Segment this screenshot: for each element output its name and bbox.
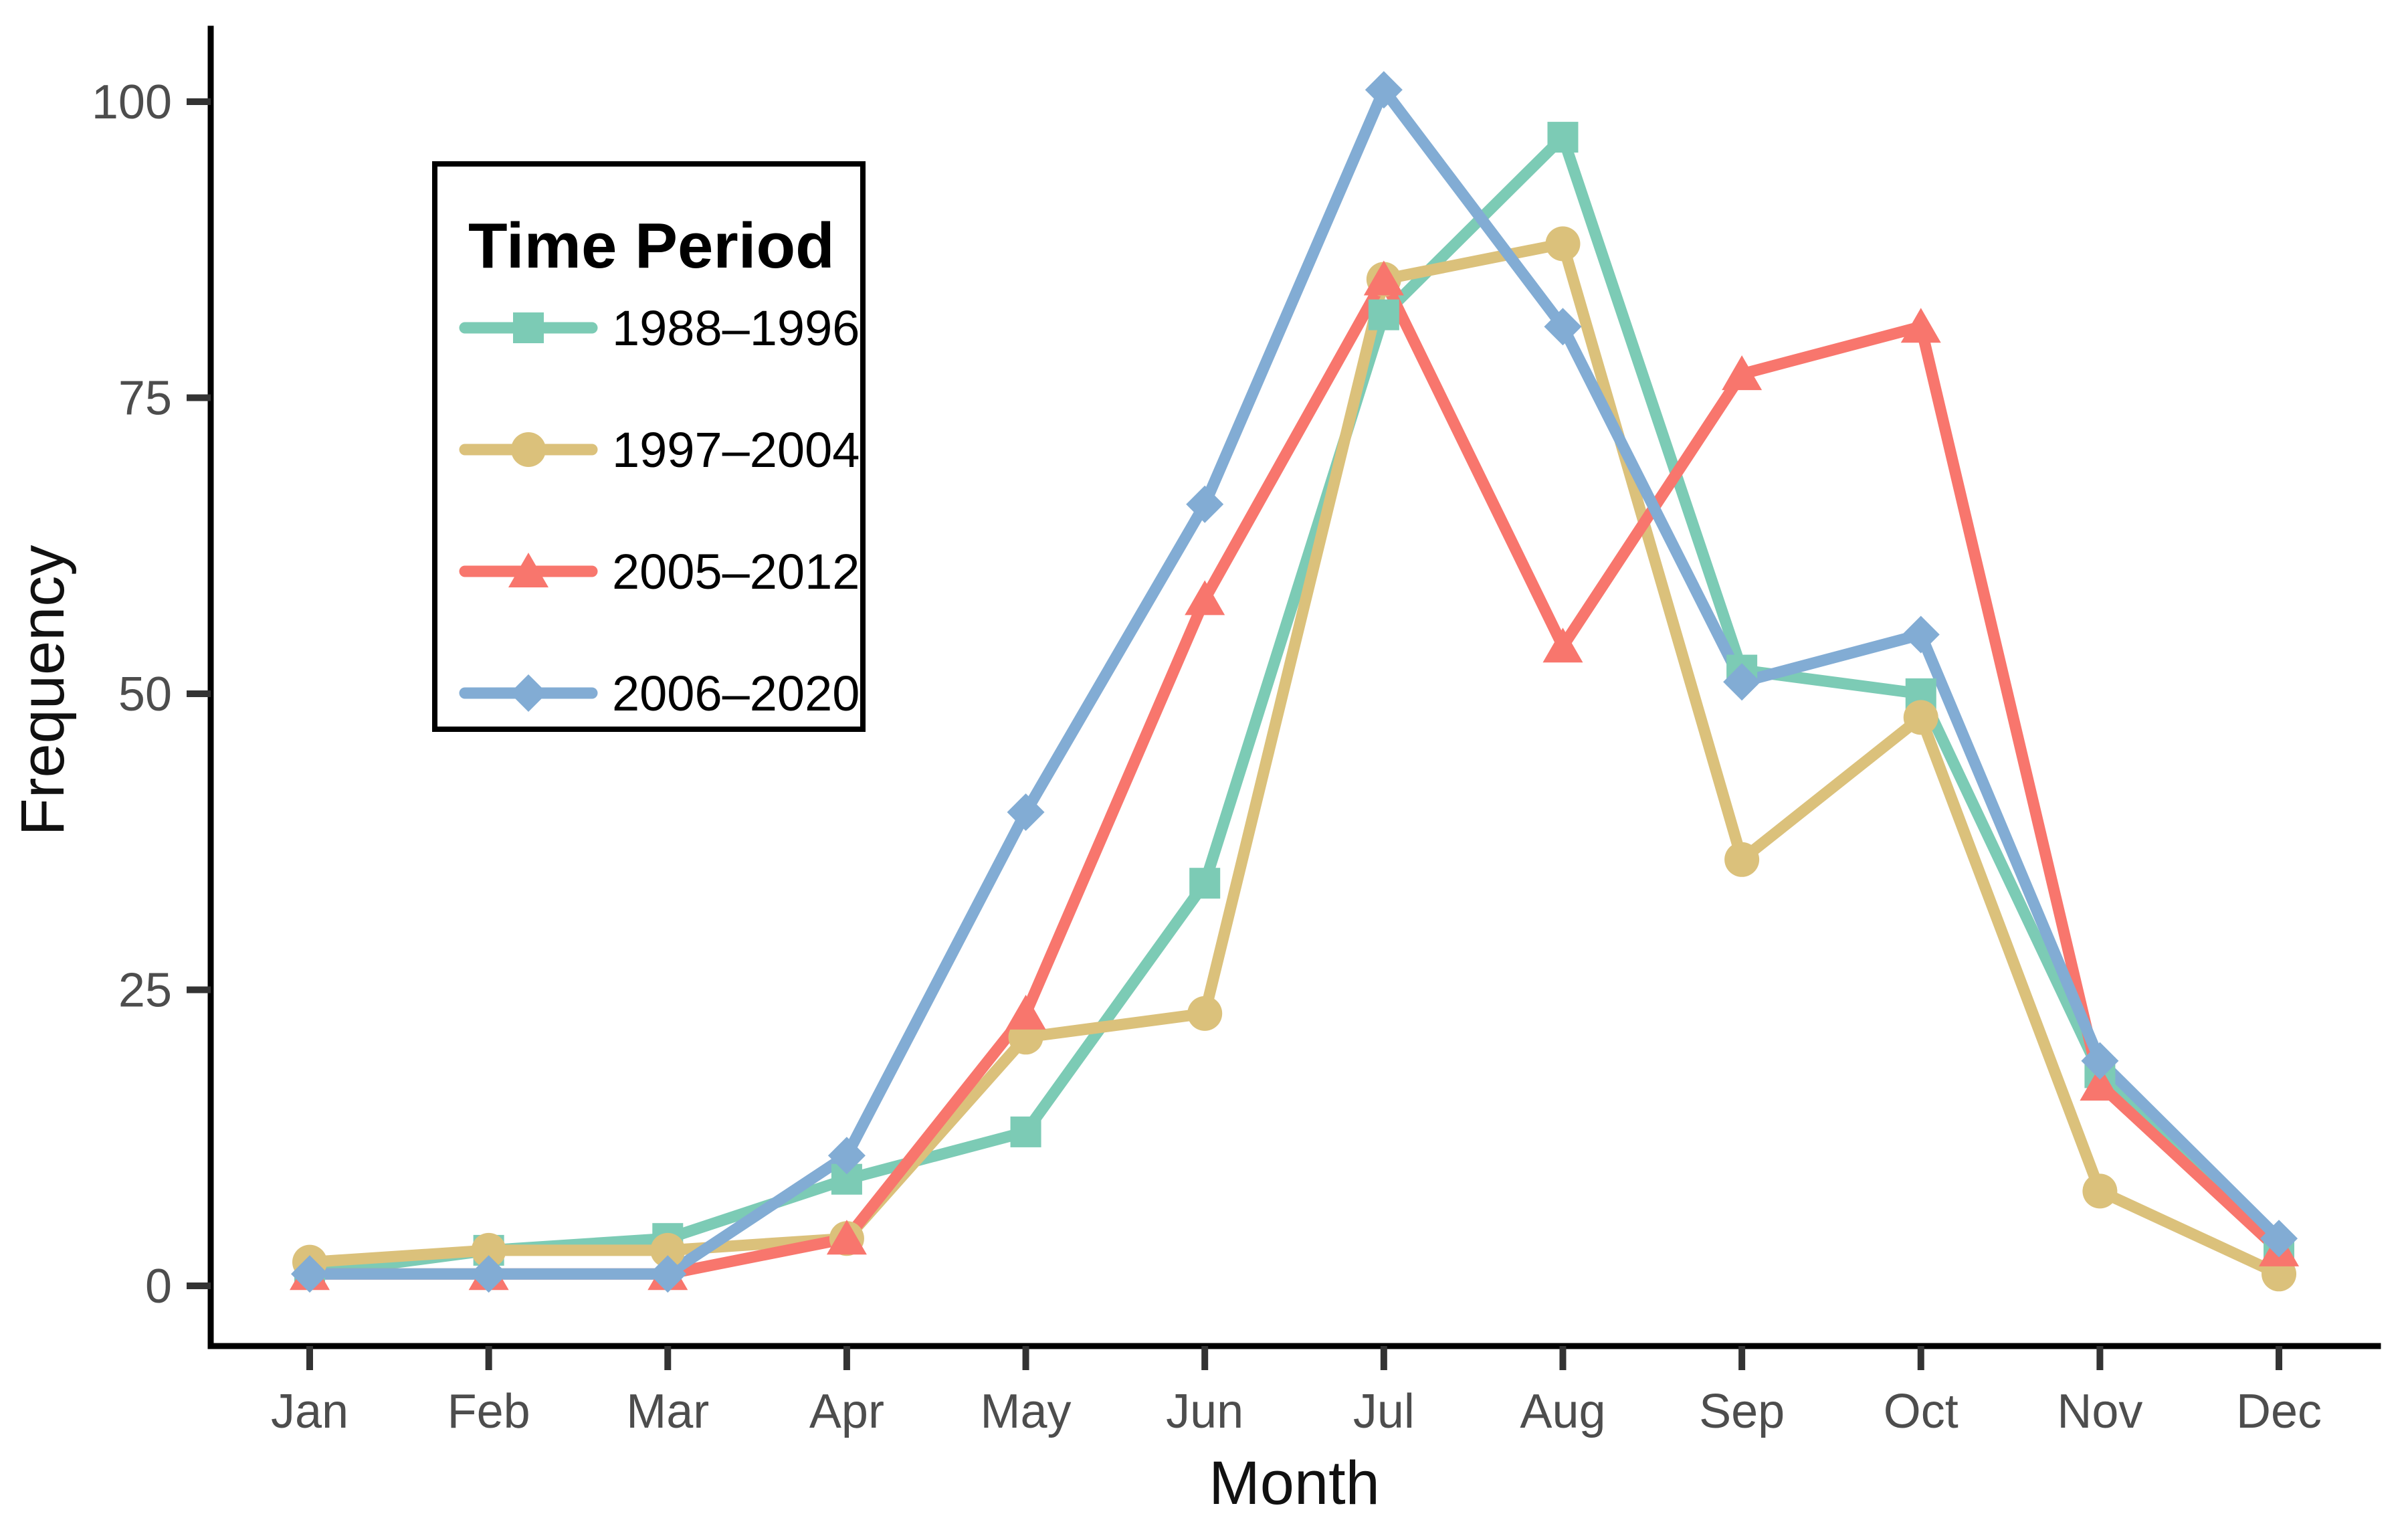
triangle-marker-2005-2012 [1005, 994, 1046, 1030]
diamond-marker-2006-2020 [649, 1255, 687, 1293]
x-tick-label: Dec [2236, 1385, 2322, 1438]
x-tick-label: Jan [271, 1385, 348, 1438]
diamond-marker-2006-2020 [470, 1255, 508, 1293]
circle-marker-1997-2004 [1724, 842, 1760, 877]
axis-lines [207, 25, 2381, 1349]
series-line-1997-2004 [304, 237, 2285, 1280]
y-axis-title: Frequency [9, 545, 77, 836]
triangle-marker-2005-2012 [1542, 628, 1583, 663]
x-axis-title: Month [1209, 1449, 1380, 1517]
chart-render-root: 0 25 50 75 100 Jan Feb Mar Apr May Jun Jul Aug Sep Oct… [92, 25, 2381, 1438]
series-line-1988-1996 [304, 131, 2285, 1280]
legend-title: Time Period [468, 210, 835, 282]
square-marker-1988-1996 [1368, 299, 1399, 330]
y-tick-label: 100 [92, 76, 172, 129]
legend-key-triangle-icon [508, 553, 548, 587]
x-tick-label: Aug [1520, 1385, 1605, 1438]
x-tick-label: Sep [1699, 1385, 1785, 1438]
x-tick-label: Jul [1353, 1385, 1415, 1438]
triangle-marker-2005-2012 [1722, 355, 1763, 391]
circle-marker-1997-2004 [2082, 1173, 2118, 1209]
x-tick-label: Nov [2057, 1385, 2142, 1438]
y-tick-label: 0 [145, 1260, 172, 1313]
triangle-marker-2005-2012 [826, 1220, 867, 1255]
diamond-marker-2006-2020 [1902, 615, 1940, 654]
legend-item-label: 2005–2012 [612, 544, 860, 599]
square-marker-1988-1996 [1547, 122, 1579, 153]
diamond-marker-2006-2020 [1007, 793, 1045, 831]
legend-item-label: 2006–2020 [612, 666, 860, 721]
triangle-marker-2005-2012 [2080, 1066, 2120, 1101]
triangle-marker-2005-2012 [1363, 260, 1404, 296]
x-tick-label: Feb [447, 1385, 530, 1438]
diamond-marker-2006-2020 [1365, 71, 1403, 109]
x-tick-label: Jun [1166, 1385, 1243, 1438]
diamond-marker-2006-2020 [827, 1137, 866, 1175]
triangle-marker-2005-2012 [1900, 308, 1941, 343]
diamond-marker-2006-2020 [2081, 1042, 2119, 1080]
square-marker-1988-1996 [1010, 1116, 1041, 1147]
circle-marker-1997-2004 [650, 1232, 686, 1268]
legend-item-label: 1988–1996 [612, 300, 860, 356]
circle-marker-1997-2004 [1187, 995, 1223, 1031]
x-tick-label: Apr [809, 1385, 884, 1438]
circle-marker-1997-2004 [1545, 226, 1581, 262]
circle-marker-1997-2004 [471, 1232, 506, 1268]
x-tick-label: May [981, 1385, 1072, 1438]
circle-marker-1997-2004 [1903, 700, 1938, 735]
y-tick-label: 50 [118, 668, 172, 721]
square-marker-1988-1996 [1189, 868, 1221, 899]
diamond-marker-2006-2020 [2260, 1220, 2298, 1258]
y-tick-label: 25 [118, 964, 172, 1018]
diamond-marker-2006-2020 [291, 1255, 328, 1293]
legend-key-circle-icon [511, 432, 546, 467]
triangle-marker-2005-2012 [1185, 580, 1225, 615]
diamond-marker-2006-2020 [1186, 485, 1224, 523]
y-tick-label: 75 [118, 372, 172, 425]
x-tick-label: Oct [1884, 1385, 1959, 1438]
legend-key-square-icon [513, 312, 544, 343]
x-tick-label: Mar [626, 1385, 709, 1438]
diamond-marker-2006-2020 [1544, 308, 1582, 346]
diamond-marker-2006-2020 [1723, 663, 1761, 701]
series-line-2006-2020 [304, 84, 2285, 1280]
legend-key-diamond-icon [510, 674, 547, 712]
legend-item-label: 1997–2004 [612, 422, 860, 478]
